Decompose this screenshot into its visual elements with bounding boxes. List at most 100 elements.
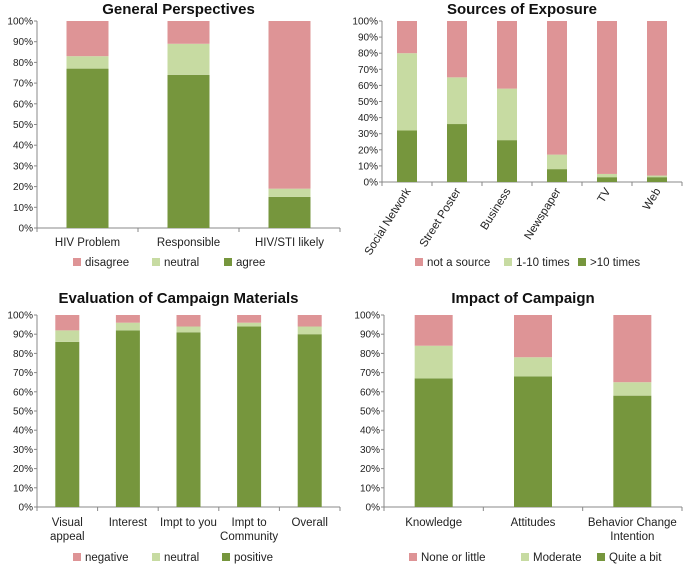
y-tick-label: 0% bbox=[364, 178, 379, 189]
bar-newspaper-1-10-times bbox=[547, 154, 567, 170]
bar-hiv-problem-disagree bbox=[66, 21, 109, 57]
y-tick-label: 30% bbox=[13, 445, 33, 456]
x-category-label: Impt to you bbox=[160, 517, 217, 529]
bar-hiv-sti-likely-agree bbox=[268, 196, 311, 228]
legend-swatch-quite-a-bit bbox=[597, 553, 605, 561]
legend-label-neutral: neutral bbox=[164, 552, 199, 564]
legend-label-agree: agree bbox=[236, 257, 265, 269]
y-tick-label: 40% bbox=[358, 113, 378, 124]
y-tick-label: 80% bbox=[358, 49, 378, 60]
x-category-label: Interest bbox=[109, 517, 148, 529]
y-tick-label: 70% bbox=[13, 79, 33, 90]
bar-web-not-a-source bbox=[647, 21, 667, 176]
legend-swatch-not-a-source bbox=[415, 258, 423, 266]
legend-swatch-none-or-little bbox=[409, 553, 417, 561]
y-tick-label: 20% bbox=[13, 464, 33, 475]
bar-visual-appeal-positive bbox=[55, 341, 80, 507]
y-tick-label: 80% bbox=[360, 349, 380, 360]
bar-interest-neutral bbox=[115, 322, 140, 331]
legend-swatch-moderate bbox=[521, 553, 529, 561]
y-tick-label: 0% bbox=[19, 224, 34, 235]
bar-business-1-10-times bbox=[497, 88, 517, 141]
y-tick-label: 40% bbox=[13, 426, 33, 437]
bar-knowledge-none-or-little bbox=[414, 315, 453, 346]
y-tick-label: 100% bbox=[352, 17, 378, 28]
y-tick-label: 50% bbox=[13, 120, 33, 131]
y-tick-label: 70% bbox=[360, 368, 380, 379]
legend-label-1-10-times: 1-10 times bbox=[516, 257, 570, 269]
x-category-label: Impt to Community bbox=[220, 517, 278, 543]
y-tick-label: 0% bbox=[19, 503, 34, 514]
bar-social-network-1-10-times bbox=[397, 53, 417, 131]
chart-general-perspectives: General Perspectives 0% 10% 20% 30% 40% 50% 60%… bbox=[0, 0, 342, 285]
bar-impt-to-community-neutral bbox=[237, 322, 262, 327]
chart-title: General Perspectives bbox=[102, 1, 255, 18]
y-tick-label: 40% bbox=[13, 141, 33, 152]
y-tick-label: 100% bbox=[7, 311, 33, 322]
bar-newspaper-not-a-source bbox=[547, 21, 567, 155]
bar-street-poster-1-10-times bbox=[447, 77, 467, 125]
bar-responsible-neutral bbox=[167, 43, 210, 75]
x-category-label: Behavior Change Intention bbox=[588, 517, 677, 543]
y-tick-label: 70% bbox=[13, 368, 33, 379]
x-category-label: Social Network bbox=[363, 186, 414, 258]
y-tick-label: 10% bbox=[358, 161, 378, 172]
y-tick-label: 20% bbox=[360, 464, 380, 475]
legend-label-disagree: disagree bbox=[85, 257, 129, 269]
bar-behavior-change-intention-none-or-little bbox=[613, 315, 652, 383]
legend-swatch-disagree bbox=[73, 258, 81, 266]
y-tick-label: 60% bbox=[13, 387, 33, 398]
bar-hiv-problem-neutral bbox=[66, 56, 109, 69]
bar-social-network-10-times bbox=[397, 130, 417, 182]
bar-newspaper-10-times bbox=[547, 169, 567, 182]
bar-visual-appeal-negative bbox=[55, 315, 80, 331]
y-tick-label: 70% bbox=[358, 65, 378, 76]
y-tick-label: 30% bbox=[360, 445, 380, 456]
y-tick-label: 30% bbox=[13, 161, 33, 172]
x-category-label: TV bbox=[596, 186, 614, 205]
x-category-label: Street Poster bbox=[418, 186, 464, 249]
bar-interest-positive bbox=[115, 330, 140, 507]
legend-swatch-positive bbox=[222, 553, 230, 561]
legend-label-10-times: >10 times bbox=[590, 257, 640, 269]
legend-label-none-or-little: None or little bbox=[421, 552, 486, 564]
bar-knowledge-moderate bbox=[414, 345, 453, 379]
bar-impt-to-you-negative bbox=[176, 315, 201, 327]
y-tick-label: 100% bbox=[354, 311, 380, 322]
legend-swatch-neutral bbox=[152, 553, 160, 561]
chart-impact-of-campaign: Impact of Campaign 0% 10% 20% 30% 40% 50% 60% 70… bbox=[342, 285, 685, 569]
chart-sources-of-exposure: Sources of Exposure 0% 10% 20% 30% 40% 50% 60% 7… bbox=[342, 0, 685, 285]
y-tick-label: 60% bbox=[360, 387, 380, 398]
bar-street-poster-10-times bbox=[447, 124, 467, 182]
y-tick-label: 50% bbox=[358, 97, 378, 108]
chart-title: Sources of Exposure bbox=[447, 1, 597, 18]
x-category-label: Responsible bbox=[157, 237, 220, 249]
x-category-label: Attitudes bbox=[511, 517, 556, 529]
x-category-label: Overall bbox=[291, 517, 327, 529]
x-category-label: Visual appeal bbox=[50, 517, 85, 543]
bar-impt-to-community-positive bbox=[237, 326, 262, 507]
y-tick-label: 20% bbox=[358, 145, 378, 156]
bar-impt-to-community-negative bbox=[237, 315, 262, 323]
y-tick-label: 90% bbox=[13, 330, 33, 341]
y-tick-label: 10% bbox=[13, 203, 33, 214]
y-tick-label: 90% bbox=[360, 330, 380, 341]
y-tick-label: 90% bbox=[358, 33, 378, 44]
y-tick-label: 20% bbox=[13, 182, 33, 193]
y-tick-label: 50% bbox=[360, 407, 380, 418]
chart-title: Impact of Campaign bbox=[451, 290, 594, 307]
y-tick-label: 90% bbox=[13, 37, 33, 48]
x-category-label: HIV/STI likely bbox=[255, 237, 324, 249]
bar-tv-1-10-times bbox=[597, 173, 617, 178]
legend-swatch-negative bbox=[73, 553, 81, 561]
bar-business-10-times bbox=[497, 140, 517, 182]
bar-web-10-times bbox=[647, 177, 667, 182]
bar-impt-to-you-neutral bbox=[176, 326, 201, 333]
y-tick-label: 10% bbox=[360, 483, 380, 494]
bar-business-not-a-source bbox=[497, 21, 517, 89]
legend-label-neutral: neutral bbox=[164, 257, 199, 269]
bar-attitudes-quite-a-bit bbox=[514, 376, 552, 507]
bar-overall-neutral bbox=[297, 326, 322, 335]
chart-title: Evaluation of Campaign Materials bbox=[58, 290, 298, 307]
bar-impt-to-you-positive bbox=[176, 332, 201, 507]
